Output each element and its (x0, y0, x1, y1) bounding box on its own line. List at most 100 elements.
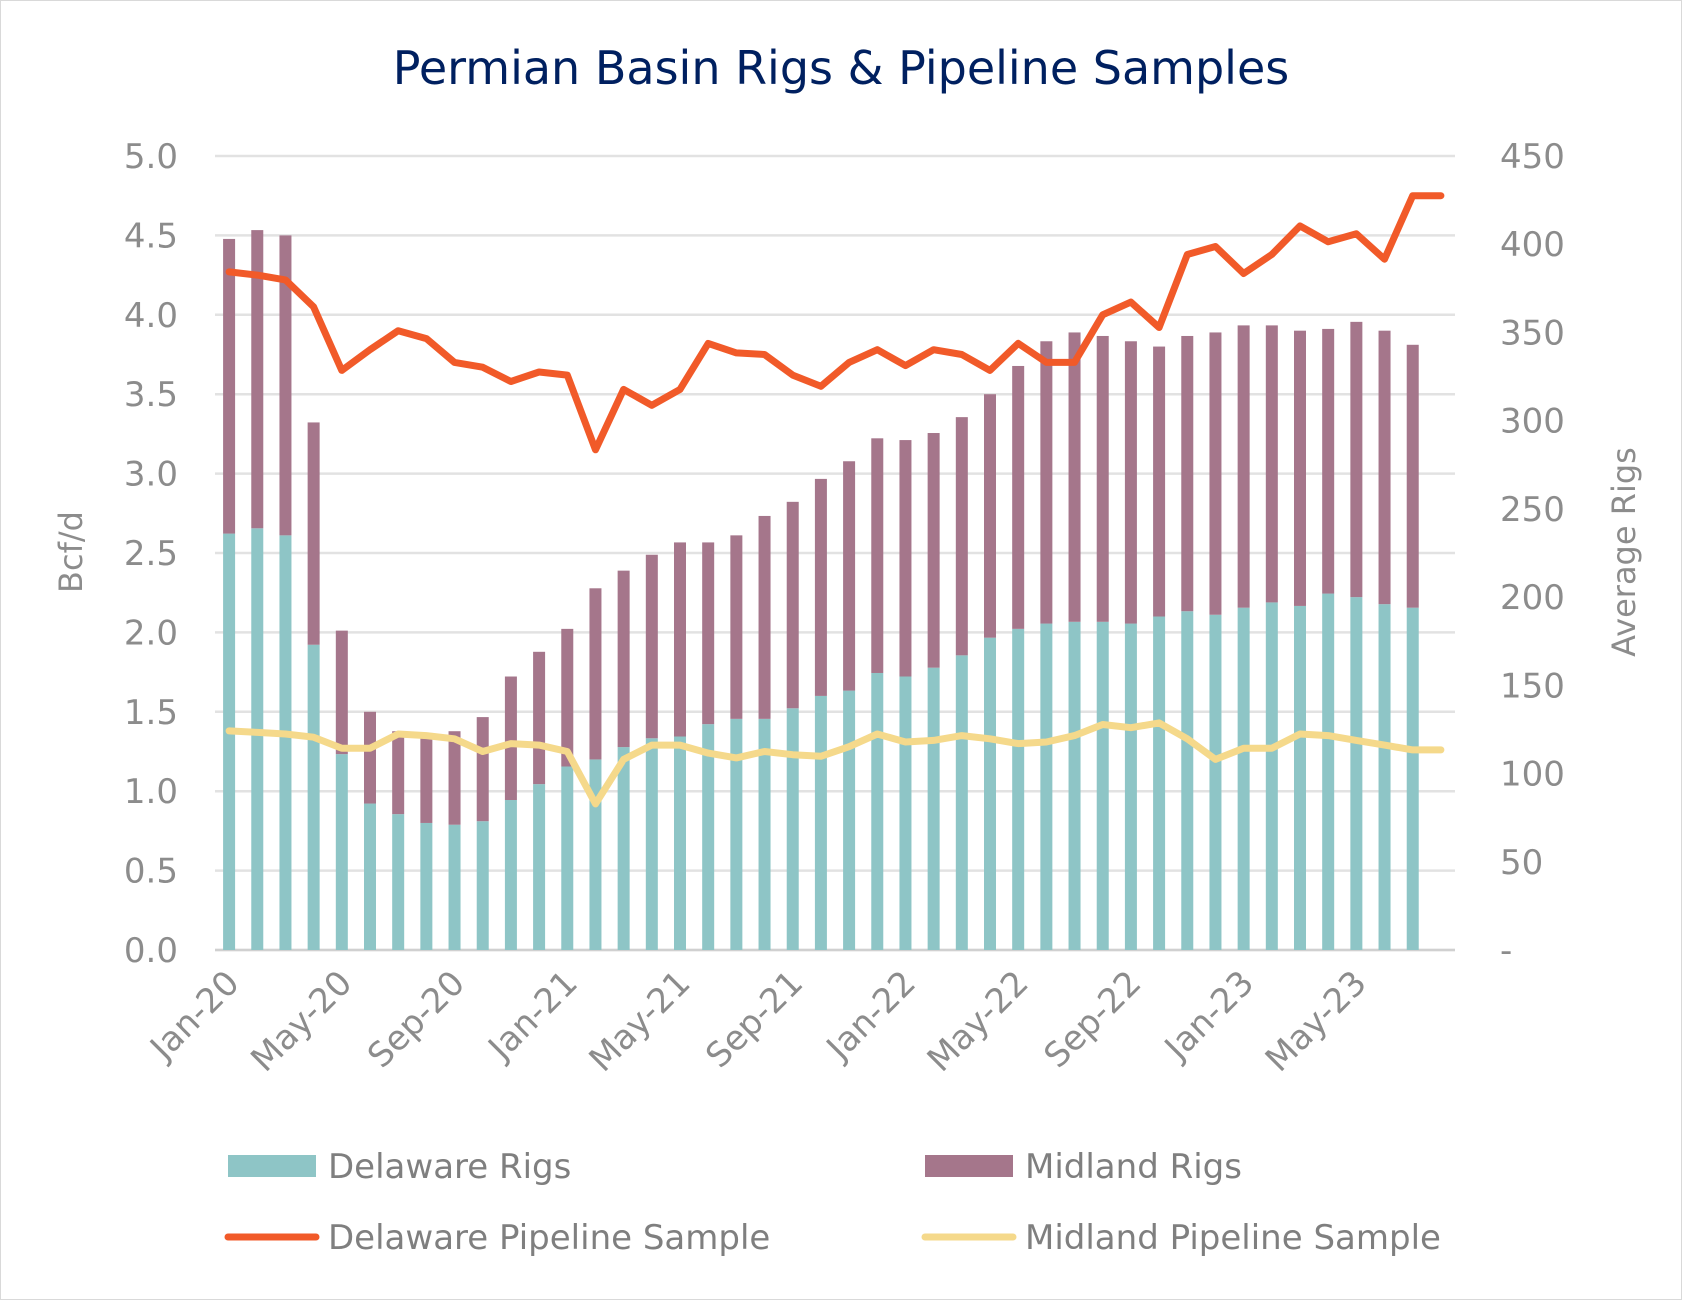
delaware-rigs-bar (1378, 604, 1391, 950)
midland-rigs-bar (307, 422, 320, 645)
midland-rigs-bar (279, 235, 292, 536)
delaware-rigs-bar (702, 724, 715, 950)
left-tick-label: 2.5 (124, 534, 178, 574)
delaware-rigs-bar (814, 695, 827, 950)
x-tick-label: May-23 (1258, 963, 1375, 1080)
right-tick-label: 150 (1500, 666, 1565, 706)
line-series (225, 192, 1445, 808)
left-tick-label: 0.5 (124, 852, 178, 892)
right-axis-ticks: - 50 100 150 200 250 300 350 400 450 (1500, 137, 1565, 971)
x-tick-label: Sep-20 (360, 963, 473, 1076)
legend-label: Midland Pipeline Sample (1025, 1218, 1441, 1258)
delaware-rigs-bar (645, 738, 658, 950)
delaware-rigs-bar (533, 784, 546, 950)
x-tick-label: Sep-21 (698, 963, 811, 1076)
delaware-rigs-bar (1096, 621, 1109, 950)
delaware-rigs-bar (984, 637, 996, 950)
delaware-rigs-bar (307, 644, 320, 950)
midland-rigs-bar (335, 630, 348, 755)
midland-rigs-bar (984, 394, 996, 638)
midland-rigs-bar (1406, 344, 1419, 608)
midland-rigs-bar (1378, 330, 1391, 605)
delaware-rigs-bar (843, 690, 856, 950)
midland-rigs-bar (251, 230, 264, 529)
x-tick-label: Sep-22 (1036, 963, 1149, 1076)
midland-rigs-bar (955, 417, 968, 656)
midland-rigs-bar (1096, 335, 1109, 622)
midland-rigs-bar (1153, 346, 1166, 617)
delaware-rigs-bar (1265, 602, 1278, 950)
legend-label: Midland Rigs (1025, 1147, 1242, 1187)
delaware-rigs-bar (335, 754, 348, 950)
midland-rigs-bar (645, 554, 658, 739)
x-tick-label: Jan-20 (141, 963, 247, 1069)
delaware-rigs-bar (589, 759, 602, 950)
delaware-rigs-bar (955, 655, 968, 950)
delaware-rigs-bar (223, 533, 236, 950)
left-tick-label: 2.0 (124, 613, 178, 653)
midland-rigs-bar (1237, 325, 1250, 608)
midland-rigs-bar (504, 676, 517, 801)
delaware-rigs-bar (730, 718, 743, 950)
midland-rigs-bar (730, 535, 743, 719)
left-axis-title: Bcf/d (52, 511, 90, 593)
right-tick-label: 100 (1500, 755, 1565, 795)
delaware-rigs-bar (1124, 623, 1137, 950)
right-tick-label: 450 (1500, 137, 1565, 177)
midland-rigs-bar (843, 461, 856, 691)
left-axis-ticks: 0.0 0.5 1.0 1.5 2.0 2.5 3.0 3.5 4.0 4.5 5.0 (124, 137, 178, 971)
delaware-rigs-bar (1153, 616, 1166, 950)
delaware-rigs-bar (871, 672, 884, 950)
delaware-rigs-bar (1181, 611, 1194, 950)
right-tick-label: 400 (1500, 225, 1565, 265)
midland-rigs-bar (1040, 341, 1053, 624)
right-tick-label: 50 (1500, 843, 1543, 883)
midland-rigs-bar (533, 651, 546, 785)
legend-swatch (228, 1155, 316, 1177)
midland-rigs-bar (899, 440, 912, 677)
midland-rigs-bar (617, 570, 630, 748)
midland-rigs-bar (702, 542, 715, 725)
midland-rigs-bar (420, 732, 433, 823)
midland-rigs-bar (786, 501, 799, 709)
x-tick-label: May-22 (920, 963, 1037, 1080)
midland-rigs-bar (1181, 335, 1194, 612)
midland-rigs-bar (223, 238, 236, 534)
delaware-rigs-bar (448, 824, 461, 950)
delaware-rigs-bar (1350, 597, 1363, 950)
midland-rigs-bar (1294, 330, 1306, 606)
left-tick-label: 1.5 (124, 693, 178, 733)
delaware-rigs-bar (927, 667, 940, 950)
delaware-rigs-bar (786, 708, 799, 950)
x-tick-label: Jan-23 (1156, 963, 1262, 1069)
x-tick-label: Jan-21 (480, 963, 586, 1069)
legend-label: Delaware Pipeline Sample (328, 1218, 770, 1258)
right-tick-label: 350 (1500, 313, 1565, 353)
delaware-rigs-bar (758, 718, 771, 950)
legend: Delaware Rigs Midland Rigs Delaware Pipeli… (224, 1147, 1441, 1258)
delaware-rigs-bar (561, 766, 574, 950)
left-tick-label: 1.0 (124, 772, 178, 812)
left-tick-label: 5.0 (124, 137, 178, 177)
midland-rigs-bar (392, 731, 405, 815)
midland-rigs-bar (1012, 365, 1025, 629)
midland-pipeline-sample-line (225, 719, 1445, 808)
delaware-rigs-bar (1322, 593, 1335, 950)
midland-rigs-bar (448, 731, 461, 825)
delaware-rigs-bar (1294, 605, 1306, 950)
delaware-rigs-bar (364, 803, 376, 950)
legend-swatch (925, 1155, 1013, 1177)
midland-rigs-bar (364, 711, 376, 804)
delaware-rigs-bar (504, 800, 517, 950)
midland-rigs-bar (1322, 328, 1335, 594)
delaware-rigs-bar (279, 535, 292, 950)
midland-rigs-bar (814, 478, 827, 696)
right-tick-label: 250 (1500, 490, 1565, 530)
midland-rigs-bar (927, 433, 940, 668)
x-tick-label: May-21 (582, 963, 699, 1080)
delaware-pipeline-sample-line (225, 192, 1445, 454)
right-axis-title: Average Rigs (1605, 447, 1643, 657)
delaware-rigs-bar (251, 528, 264, 950)
